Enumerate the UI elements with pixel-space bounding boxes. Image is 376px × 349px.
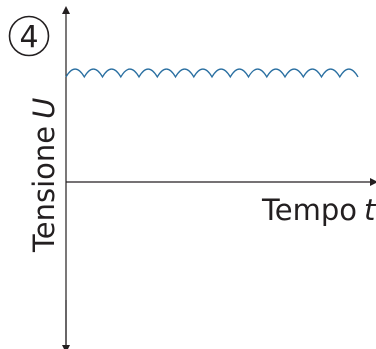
voltage-series-line (65, 68, 359, 79)
series-layer (65, 68, 359, 79)
y-axis-label: Tensione U (27, 98, 61, 253)
y-axis-label-symbol: U (27, 98, 61, 119)
x-axis-label: Tempo t (261, 193, 376, 227)
x-axis-label-symbol: t (364, 193, 376, 227)
panel-number: 4 (19, 20, 38, 55)
y-axis-label-text: Tensione (27, 126, 61, 253)
panel-number-badge (8, 15, 50, 57)
x-axis-label-text: Tempo (261, 193, 357, 227)
